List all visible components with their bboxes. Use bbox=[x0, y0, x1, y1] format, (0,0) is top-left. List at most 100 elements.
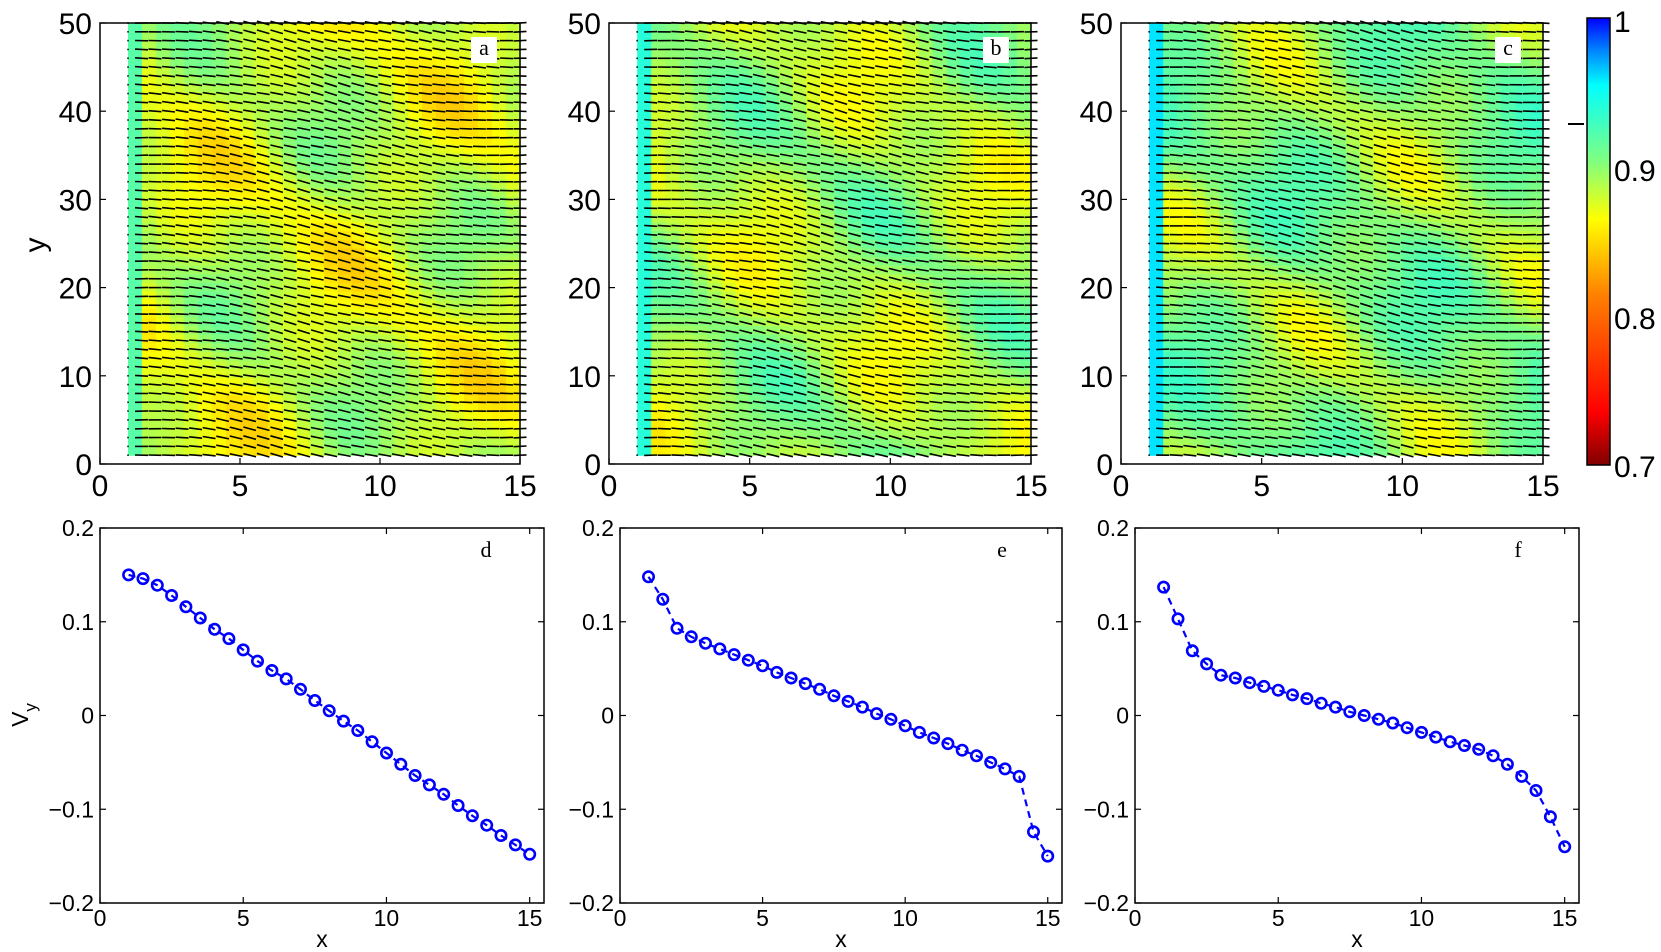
director-segment bbox=[229, 232, 243, 237]
director-segment bbox=[432, 365, 446, 369]
director-segment bbox=[793, 303, 807, 308]
director-segment bbox=[766, 55, 780, 61]
director-segment bbox=[351, 399, 365, 405]
director-segment bbox=[739, 56, 753, 61]
heat-cell bbox=[478, 316, 493, 327]
heat-cell bbox=[506, 386, 521, 396]
director-segment bbox=[229, 426, 243, 432]
director-segment bbox=[684, 233, 698, 236]
director-segment bbox=[270, 82, 284, 87]
director-segment bbox=[712, 435, 726, 440]
director-segment bbox=[270, 443, 284, 449]
heat-cell bbox=[296, 144, 311, 154]
heat-cell bbox=[184, 316, 199, 327]
director-segment bbox=[657, 427, 671, 430]
director-segment bbox=[202, 373, 216, 378]
heat-cell bbox=[820, 316, 835, 327]
heat-cell bbox=[665, 386, 680, 396]
heat-cell bbox=[721, 66, 737, 76]
heat-cell bbox=[805, 316, 821, 327]
heat-cell bbox=[170, 316, 185, 327]
director-segment bbox=[432, 435, 446, 440]
heat-cell bbox=[128, 351, 143, 361]
director-segment bbox=[766, 64, 780, 70]
heat-cell bbox=[156, 334, 171, 344]
heat-cell bbox=[408, 265, 423, 275]
heat-cell bbox=[212, 334, 227, 344]
director-segment bbox=[337, 294, 351, 299]
heat-cell bbox=[128, 299, 143, 309]
director-segment bbox=[243, 100, 257, 105]
heat-cell bbox=[805, 446, 821, 456]
heat-cell bbox=[988, 334, 1004, 344]
heat-cell bbox=[777, 368, 793, 378]
heat-cell bbox=[946, 420, 962, 430]
director-segment bbox=[297, 100, 311, 105]
director-segment bbox=[256, 311, 270, 317]
heat-cell bbox=[212, 144, 227, 154]
director-segment bbox=[270, 223, 284, 228]
director-segment bbox=[739, 91, 753, 96]
director-segment bbox=[644, 313, 658, 316]
heat-cell bbox=[834, 299, 849, 309]
director-segment bbox=[671, 180, 685, 183]
heat-cell bbox=[170, 31, 185, 41]
heat-cell bbox=[310, 152, 325, 162]
heat-cell bbox=[128, 83, 143, 93]
director-segment bbox=[445, 242, 459, 245]
director-segment bbox=[725, 426, 739, 431]
heat-cell bbox=[478, 325, 493, 335]
heat-cell bbox=[394, 403, 409, 413]
heat-cell bbox=[665, 57, 680, 67]
director-segment bbox=[432, 47, 446, 52]
heat-cell bbox=[492, 92, 507, 102]
director-segment bbox=[189, 206, 203, 210]
director-segment bbox=[297, 320, 311, 326]
heat-cell bbox=[735, 109, 751, 119]
director-segment bbox=[671, 144, 685, 148]
director-segment bbox=[337, 205, 351, 211]
director-segment bbox=[243, 347, 257, 352]
heat-cell bbox=[296, 109, 311, 119]
y-tick-label: 40 bbox=[59, 96, 92, 129]
heat-cell bbox=[848, 31, 863, 41]
heat-cell bbox=[904, 118, 920, 128]
director-segment bbox=[324, 258, 338, 264]
heat-cell bbox=[366, 420, 381, 430]
heat-cell bbox=[876, 290, 891, 301]
heat-cell bbox=[665, 420, 680, 430]
heat-cell bbox=[184, 135, 199, 145]
heat-cell bbox=[184, 221, 199, 232]
director-segment bbox=[486, 374, 500, 378]
director-segment bbox=[175, 391, 189, 396]
director-segment bbox=[418, 365, 432, 369]
heat-cell bbox=[904, 429, 920, 439]
director-segment bbox=[752, 100, 766, 105]
heat-cell bbox=[184, 360, 199, 370]
heat-cell bbox=[394, 290, 409, 301]
director-segment bbox=[324, 267, 338, 273]
director-segment bbox=[270, 152, 284, 158]
heat-cell bbox=[450, 31, 465, 41]
director-segment bbox=[766, 100, 780, 105]
heat-cell bbox=[988, 135, 1004, 145]
director-segment bbox=[445, 179, 459, 184]
heat-cell bbox=[324, 83, 339, 93]
heat-cell bbox=[918, 394, 934, 404]
director-segment bbox=[256, 338, 270, 343]
director-segment bbox=[459, 374, 473, 378]
heat-cell bbox=[707, 394, 723, 404]
heat-cell bbox=[128, 403, 143, 413]
director-segment bbox=[684, 153, 699, 158]
director-segment bbox=[134, 215, 149, 219]
heat-cell bbox=[932, 161, 948, 171]
heat-cell bbox=[735, 204, 751, 214]
heat-cell bbox=[128, 368, 143, 378]
director-segment bbox=[148, 109, 162, 113]
heat-cell bbox=[352, 161, 367, 171]
heat-cell bbox=[707, 386, 723, 396]
heat-cell bbox=[637, 446, 652, 456]
director-segment bbox=[337, 320, 351, 325]
director-segment bbox=[752, 135, 766, 140]
director-segment bbox=[725, 109, 739, 113]
